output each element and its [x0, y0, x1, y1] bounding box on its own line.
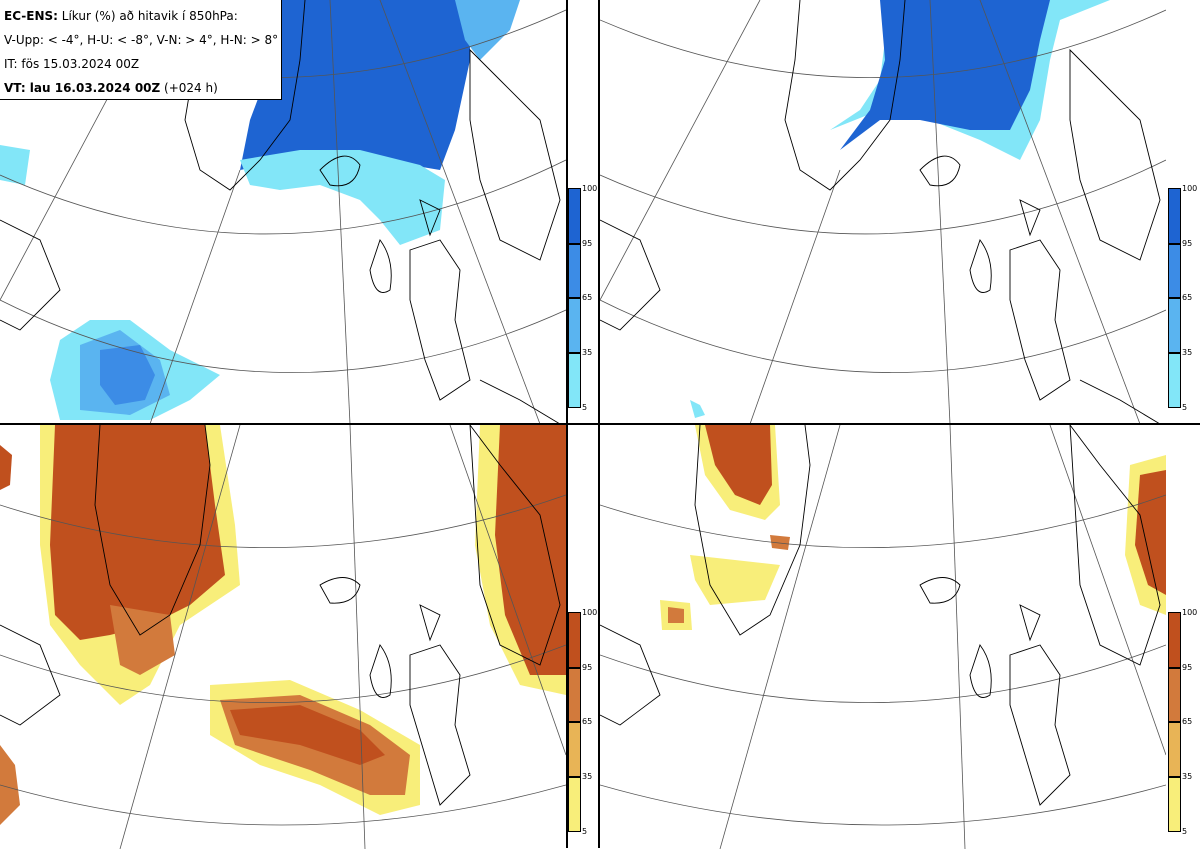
cold-area-high-prob	[840, 0, 1050, 150]
colorbar-tick-65: 65	[582, 293, 593, 302]
legend-line-init-time: IT: fös 15.03.2024 00Z	[4, 57, 140, 71]
warm-seg-5-35	[1168, 777, 1181, 832]
warm-area-patch-a	[770, 535, 790, 550]
legend-valid-time-label: VT: lau 16.03.2024 00Z	[4, 81, 161, 95]
warm-area-east-high	[495, 425, 566, 675]
warm-seg-35-65	[568, 722, 581, 777]
colorbar-tick-100: 100	[582, 608, 598, 617]
map-bottom-right	[600, 425, 1166, 849]
warm-area-patch-c-mid	[668, 607, 684, 623]
cold-area-sw-high	[100, 345, 155, 405]
colorbar-tick-100: 100	[1182, 608, 1198, 617]
colorbar-tick-95: 95	[582, 239, 593, 248]
cold-seg-95-100	[568, 188, 581, 244]
cold-seg-95-100	[1168, 188, 1181, 244]
coastlines	[600, 0, 1161, 424]
colorbar-tick-95: 95	[582, 663, 593, 672]
cold-seg-5-35	[1168, 353, 1181, 408]
warm-seg-95-100	[1168, 612, 1181, 668]
legend-line-thresholds: V-Upp: < -4°, H-U: < -8°, V-N: > 4°, H-N…	[4, 33, 279, 47]
legend-lead-time: (+024 h)	[164, 81, 218, 95]
legend-info-box: EC-ENS: Líkur (%) að hitavik í 850hPa: V…	[0, 0, 282, 100]
coastlines	[600, 425, 1161, 806]
colorbar-tick-5: 5	[582, 403, 588, 412]
warm-area-west-edge	[0, 445, 12, 490]
colorbar-tick-95: 95	[1182, 239, 1193, 248]
warm-seg-65-95	[1168, 668, 1181, 722]
colorbar-bottom-left: 100 95 65 35 5	[568, 424, 598, 848]
warm-seg-95-100	[568, 612, 581, 668]
legend-line-model: EC-ENS: Líkur (%) að hitavik í 850hPa:	[4, 4, 277, 28]
colorbar-top-right: 100 95 65 35 5	[1168, 0, 1198, 424]
warm-area-patch-b	[690, 555, 780, 605]
map-bottom-left	[0, 425, 566, 849]
colorbar-tick-35: 35	[582, 772, 593, 781]
warm-band-high	[230, 705, 385, 765]
warm-area-sw-edge	[0, 745, 20, 825]
cold-area-mid-prob	[240, 150, 445, 245]
colorbar-tick-65: 65	[1182, 717, 1193, 726]
coastlines	[0, 425, 561, 806]
legend-line-valid-time: VT: lau 16.03.2024 00Z (+024 h)	[4, 76, 277, 100]
cold-seg-35-65	[1168, 298, 1181, 353]
cold-seg-65-95	[568, 244, 581, 298]
graticule	[0, 425, 566, 849]
legend-description: Líkur (%) að hitavik í 850hPa:	[61, 9, 238, 23]
warm-area-north-high	[705, 425, 772, 505]
colorbar-tick-35: 35	[1182, 348, 1193, 357]
colorbar-tick-5: 5	[1182, 403, 1188, 412]
map-panel-top-right	[600, 0, 1166, 424]
legend-model-label: EC-ENS:	[4, 9, 58, 23]
map-top-left	[0, 0, 566, 424]
colorbar-tick-95: 95	[1182, 663, 1193, 672]
cold-area-high-prob	[240, 0, 470, 170]
graticule	[600, 425, 1166, 849]
warm-seg-35-65	[1168, 722, 1181, 777]
colorbar-tick-100: 100	[582, 184, 598, 193]
warm-seg-65-95	[568, 668, 581, 722]
colorbar-tick-35: 35	[1182, 772, 1193, 781]
cold-area-ne	[455, 0, 520, 60]
colorbar-tick-100: 100	[1182, 184, 1198, 193]
colorbar-tick-35: 35	[582, 348, 593, 357]
warm-area-east-high	[1135, 470, 1166, 595]
map-panel-bottom-left	[0, 425, 566, 849]
panel-separator-horizontal	[0, 423, 1200, 425]
graticule	[600, 0, 1166, 424]
warm-area-high-prob	[50, 425, 225, 640]
cold-seg-35-65	[568, 298, 581, 353]
colorbar-tick-5: 5	[1182, 827, 1188, 836]
cold-seg-65-95	[1168, 244, 1181, 298]
colorbar-tick-5: 5	[582, 827, 588, 836]
colorbar-top-left: 100 95 65 35 5	[568, 0, 598, 424]
cold-area-w	[0, 145, 30, 185]
map-top-right	[600, 0, 1166, 424]
colorbar-tick-65: 65	[582, 717, 593, 726]
colorbar-bottom-right: 100 95 65 35 5	[1168, 424, 1198, 848]
cold-seg-5-35	[568, 353, 581, 408]
cold-area-patch	[690, 400, 705, 418]
warm-seg-5-35	[568, 777, 581, 832]
map-panel-bottom-right	[600, 425, 1166, 849]
map-panel-top-left	[0, 0, 566, 424]
colorbar-tick-65: 65	[1182, 293, 1193, 302]
